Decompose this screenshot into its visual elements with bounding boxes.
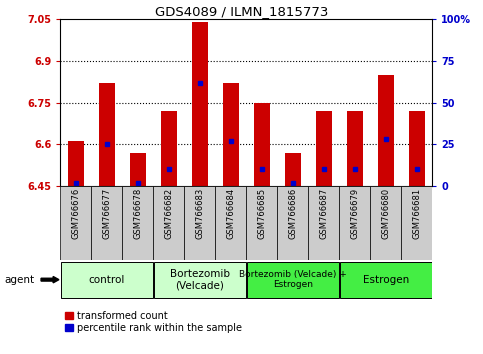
Text: agent: agent bbox=[5, 275, 35, 285]
Text: GSM766678: GSM766678 bbox=[133, 188, 142, 239]
Bar bbox=[347, 111, 363, 186]
FancyBboxPatch shape bbox=[60, 186, 91, 260]
Text: GSM766680: GSM766680 bbox=[381, 188, 390, 239]
FancyBboxPatch shape bbox=[154, 186, 185, 260]
Bar bbox=[254, 103, 270, 186]
Text: GSM766687: GSM766687 bbox=[319, 188, 328, 239]
Bar bbox=[68, 142, 84, 186]
FancyBboxPatch shape bbox=[246, 186, 277, 260]
FancyBboxPatch shape bbox=[370, 186, 401, 260]
Text: GSM766683: GSM766683 bbox=[195, 188, 204, 239]
Bar bbox=[99, 83, 114, 186]
Text: GSM766686: GSM766686 bbox=[288, 188, 298, 239]
FancyBboxPatch shape bbox=[122, 186, 154, 260]
FancyBboxPatch shape bbox=[339, 186, 370, 260]
FancyBboxPatch shape bbox=[215, 186, 246, 260]
Text: GSM766677: GSM766677 bbox=[102, 188, 112, 239]
Text: GSM766681: GSM766681 bbox=[412, 188, 421, 239]
Text: GSM766684: GSM766684 bbox=[227, 188, 235, 239]
FancyBboxPatch shape bbox=[91, 186, 122, 260]
FancyBboxPatch shape bbox=[154, 262, 246, 298]
Bar bbox=[223, 83, 239, 186]
FancyBboxPatch shape bbox=[401, 186, 432, 260]
Text: Bortezomib
(Velcade): Bortezomib (Velcade) bbox=[170, 269, 230, 291]
Text: GSM766676: GSM766676 bbox=[71, 188, 80, 239]
Text: Bortezomib (Velcade) +
Estrogen: Bortezomib (Velcade) + Estrogen bbox=[239, 270, 347, 289]
FancyBboxPatch shape bbox=[340, 262, 432, 298]
Legend: transformed count, percentile rank within the sample: transformed count, percentile rank withi… bbox=[65, 311, 242, 333]
Text: control: control bbox=[89, 275, 125, 285]
FancyBboxPatch shape bbox=[247, 262, 339, 298]
Bar bbox=[285, 153, 300, 186]
Text: GSM766682: GSM766682 bbox=[164, 188, 173, 239]
Bar bbox=[316, 111, 331, 186]
Bar bbox=[161, 111, 177, 186]
Text: GSM766679: GSM766679 bbox=[350, 188, 359, 239]
Text: GSM766685: GSM766685 bbox=[257, 188, 266, 239]
Bar bbox=[130, 153, 145, 186]
Text: Estrogen: Estrogen bbox=[363, 275, 409, 285]
FancyBboxPatch shape bbox=[61, 262, 153, 298]
Bar bbox=[378, 75, 394, 186]
FancyBboxPatch shape bbox=[308, 186, 339, 260]
Bar bbox=[192, 22, 208, 186]
FancyBboxPatch shape bbox=[185, 186, 215, 260]
Bar bbox=[409, 111, 425, 186]
Text: GDS4089 / ILMN_1815773: GDS4089 / ILMN_1815773 bbox=[155, 5, 328, 18]
FancyBboxPatch shape bbox=[277, 186, 308, 260]
